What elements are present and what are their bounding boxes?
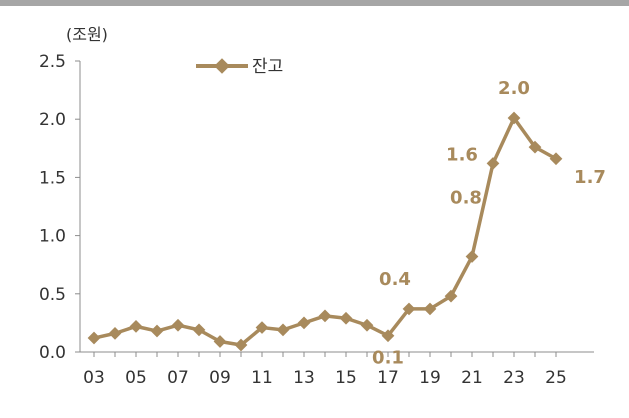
data-label: 0.4 bbox=[379, 269, 411, 290]
legend-label: 잔고 bbox=[252, 57, 283, 77]
data-point bbox=[192, 323, 206, 337]
x-tick-label: 19 bbox=[419, 368, 441, 388]
data-point bbox=[234, 338, 248, 352]
data-point bbox=[87, 331, 101, 345]
y-tick-label: 0.0 bbox=[39, 343, 66, 363]
data-point bbox=[318, 309, 332, 323]
data-point bbox=[465, 250, 479, 263]
y-unit-label: (조원) bbox=[66, 25, 108, 44]
data-point bbox=[276, 323, 290, 337]
x-tick-label: 03 bbox=[83, 368, 105, 388]
data-label: 2.0 bbox=[498, 78, 530, 99]
x-tick-label: 13 bbox=[293, 368, 315, 388]
legend: 잔고 bbox=[196, 57, 283, 77]
data-point bbox=[444, 289, 458, 303]
data-point bbox=[213, 335, 227, 348]
y-tick-label: 2.5 bbox=[39, 52, 66, 72]
data-label: 1.7 bbox=[574, 167, 606, 188]
x-tick-label: 09 bbox=[209, 368, 231, 388]
data-label: 1.6 bbox=[446, 144, 478, 165]
x-tick-label: 11 bbox=[251, 368, 273, 388]
x-tick-label: 05 bbox=[125, 368, 147, 388]
data-label: 0.1 bbox=[372, 348, 404, 369]
y-tick-label: 1.5 bbox=[39, 168, 66, 188]
axes: 0.0 0.5 1.0 1.5 2.0 2.5 03 05 07 09 11 13 15 17 19 21 23… bbox=[39, 52, 594, 388]
x-tick-label: 17 bbox=[377, 368, 399, 388]
y-tick-label: 0.5 bbox=[39, 285, 66, 305]
data-point bbox=[171, 318, 185, 332]
data-label: 0.8 bbox=[450, 188, 482, 209]
data-point bbox=[486, 157, 500, 170]
y-tick-label: 2.0 bbox=[39, 110, 66, 130]
data-point bbox=[339, 311, 353, 325]
data-point bbox=[360, 318, 374, 332]
x-tick-label: 21 bbox=[461, 368, 483, 388]
data-point bbox=[423, 302, 437, 316]
data-labels: 0.1 0.4 0.8 1.6 2.0 1.7 bbox=[372, 78, 606, 369]
data-point bbox=[255, 321, 269, 334]
top-rule bbox=[0, 0, 629, 6]
data-point bbox=[129, 320, 143, 333]
data-point bbox=[297, 316, 311, 330]
data-point bbox=[150, 324, 164, 338]
data-point bbox=[402, 302, 416, 316]
x-tick-label: 15 bbox=[335, 368, 357, 388]
x-tick-label: 23 bbox=[503, 368, 525, 388]
x-tick-label: 07 bbox=[167, 368, 189, 388]
y-tick-label: 1.0 bbox=[39, 227, 66, 247]
data-point bbox=[108, 327, 122, 340]
legend-diamond-marker bbox=[214, 58, 230, 74]
series-group bbox=[87, 111, 563, 352]
x-tick-label: 25 bbox=[545, 368, 567, 388]
data-point bbox=[381, 329, 395, 343]
